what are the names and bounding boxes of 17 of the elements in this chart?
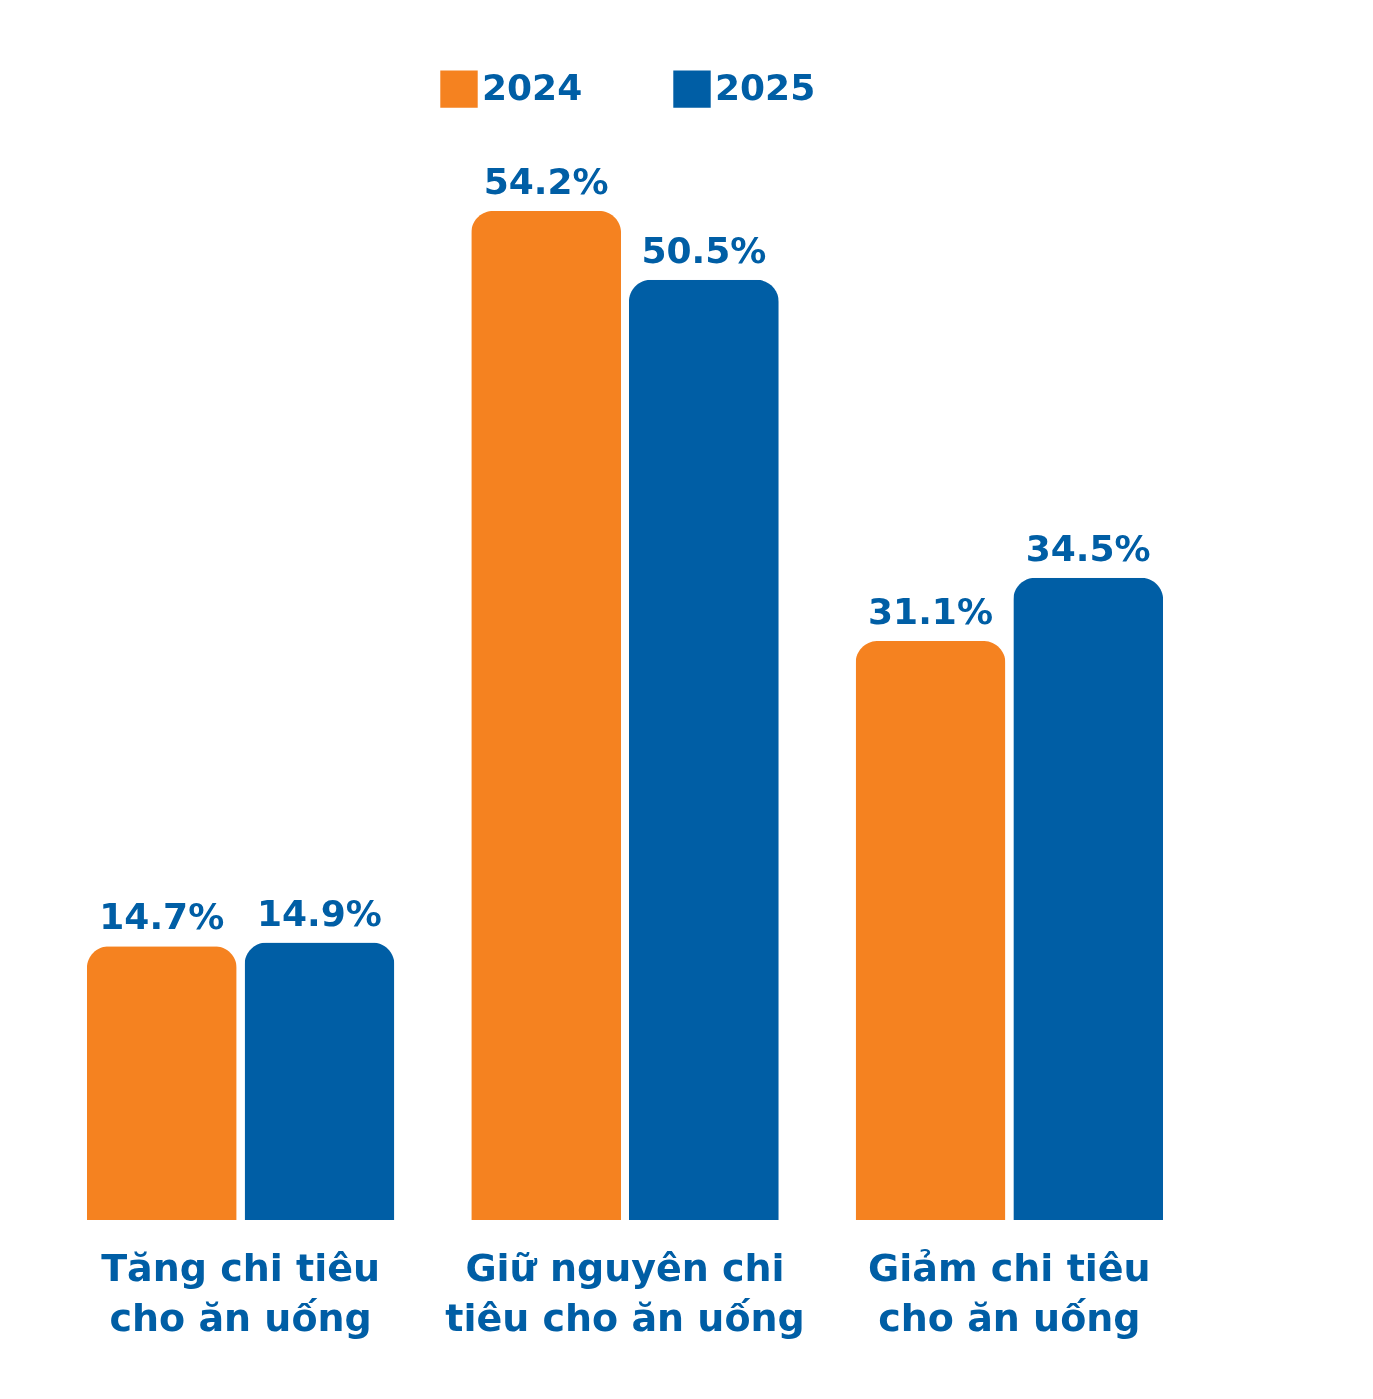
data-label: 14.9% [257, 892, 382, 934]
data-label: 50.5% [641, 229, 767, 271]
x-tick-label: Giữ nguyên chi tiêu cho ăn uống [445, 1245, 805, 1340]
data-label: 54.2% [483, 160, 609, 202]
x-tick-label: Giảm chi tiêu cho ăn uống [868, 1245, 1151, 1340]
data-label: 14.7% [99, 896, 225, 938]
legend-label: 2024 [482, 67, 583, 109]
x-tick-label: Tăng chi tiêu cho ăn uống [101, 1245, 381, 1340]
data-label: 31.1% [868, 590, 993, 632]
data-label: 34.5% [1025, 527, 1151, 569]
bar [244, 942, 395, 1220]
legend-label: 2025 [715, 67, 816, 109]
bar [1013, 577, 1164, 1220]
bar [855, 640, 1006, 1220]
bar [628, 279, 779, 1220]
bar [471, 210, 622, 1220]
bar [86, 946, 237, 1220]
